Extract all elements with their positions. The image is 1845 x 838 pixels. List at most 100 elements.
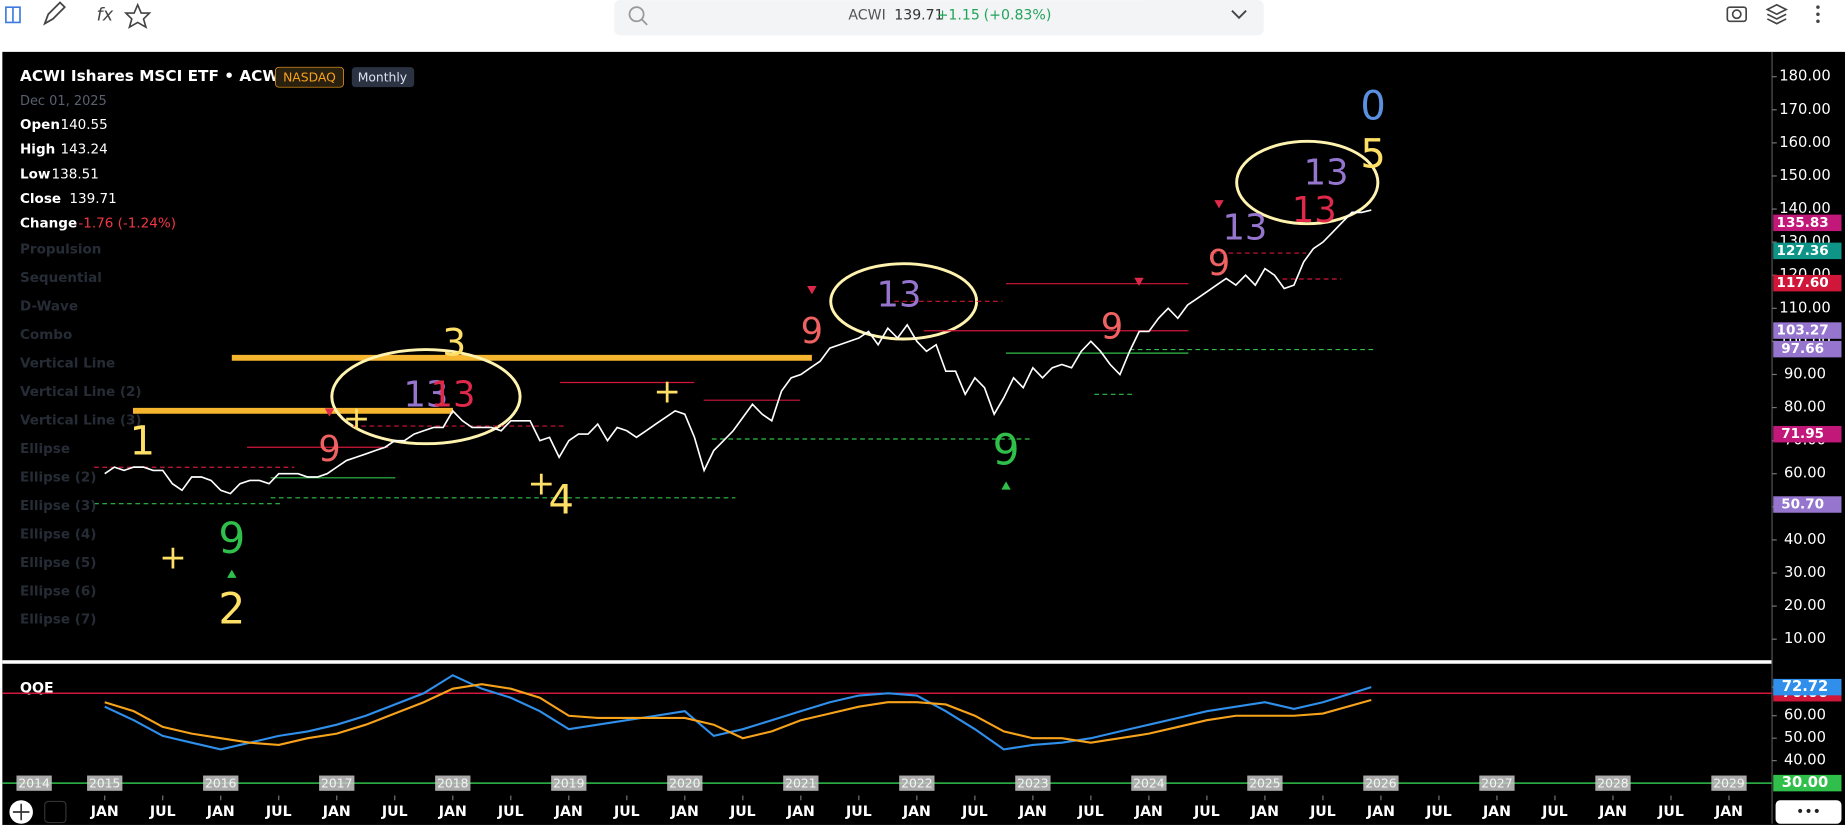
x-tick-label: JUL [1425, 804, 1452, 820]
price-tag [1773, 678, 1842, 696]
x-tick-label: JUL [1077, 804, 1104, 820]
year-tag-label: 2021 [785, 776, 816, 790]
annotation: 13 [1222, 208, 1267, 249]
setup-lines [247, 283, 1189, 448]
annotation: 1 [130, 419, 155, 465]
toggle-button[interactable] [44, 800, 67, 824]
y-tick-label: 72.72 [1782, 678, 1828, 695]
drawings [94, 139, 1380, 578]
x-tick-label: JAN [1482, 804, 1511, 820]
price-tag-label: 50.70 [1781, 497, 1824, 513]
camera-icon[interactable] [1726, 6, 1747, 23]
chart-background [2, 51, 1845, 825]
layers-icon[interactable] [1765, 3, 1789, 25]
annotation: 9 [218, 514, 245, 563]
star-icon[interactable] [123, 2, 152, 29]
x-tick-label: JAN [322, 804, 351, 820]
ohlc-value: 143.24 [60, 142, 107, 158]
buy-arrows [227, 481, 1011, 578]
x-tick-label: JUL [1657, 804, 1684, 820]
price-tag [1773, 425, 1842, 443]
year-tag-label: 2029 [1713, 776, 1744, 790]
y-tick-label: 40.00 [1784, 752, 1826, 769]
annotation: 0 [1360, 83, 1385, 129]
price-tag-label: 103.27 [1777, 323, 1829, 339]
annotation: 5 [1360, 132, 1385, 178]
annotation: 2 [218, 584, 245, 633]
pan-icon [12, 803, 30, 821]
ohlc-value: -1.76 (-1.24%) [78, 216, 176, 232]
x-tick-label: JAN [1134, 804, 1163, 820]
more-icon[interactable] [1816, 5, 1820, 24]
ohlc-label: Low [20, 166, 51, 182]
year-tag-label: 2016 [205, 776, 237, 790]
year-tag [551, 775, 587, 791]
annotation: 4 [549, 478, 574, 524]
price-tag-label: 97.66 [1781, 341, 1824, 357]
x-tick-label: JUL [265, 804, 292, 820]
price-tag-label: 117.60 [1777, 275, 1829, 291]
dropdown-icon[interactable] [1231, 10, 1247, 20]
ohlc-label: Open [20, 117, 60, 133]
year-tag [1015, 775, 1051, 791]
year-tag [899, 775, 935, 791]
x-tick-label: JAN [1250, 804, 1279, 820]
year-tag-label: 2018 [437, 776, 469, 790]
year-tag-label: 2026 [1365, 776, 1397, 790]
x-tick-label: JUL [613, 804, 640, 820]
price-tag-label: 71.95 [1781, 426, 1824, 442]
annotation: + [159, 538, 187, 577]
annotation: + [343, 399, 371, 438]
support-lines [94, 348, 1375, 505]
legend: ACWI Ishares MSCI ETF • ACWI NASDAQ Mont… [20, 66, 415, 628]
resistance-lines [94, 252, 1342, 468]
annotation: 9 [1208, 243, 1230, 284]
book-icon[interactable] [5, 6, 21, 24]
formula-icon[interactable]: fx [96, 5, 113, 25]
y-tick-label: 20.00 [1784, 597, 1826, 614]
indicator-label: Propulsion [20, 242, 101, 258]
price-tag-label: 135.83 [1777, 215, 1829, 231]
annotation: 13 [877, 275, 922, 316]
price-tag [1773, 340, 1842, 358]
ohlc-value: 138.51 [52, 166, 99, 182]
year-tag [1247, 775, 1283, 791]
chart-title: ACWI Ishares MSCI ETF • ACWI [20, 67, 285, 85]
search-box[interactable] [614, 0, 1264, 36]
x-tick-label: JUL [497, 804, 524, 820]
x-tick-label: JAN [1366, 804, 1395, 820]
indicator-label: Sequential [20, 270, 102, 286]
annotation: 9 [993, 426, 1020, 475]
indicator-label: Combo [20, 327, 72, 343]
annotation: + [527, 463, 555, 502]
pane-separator [2, 660, 1773, 664]
symbol: ACWI [848, 7, 885, 23]
indicator-label: Vertical Line (3) [20, 412, 142, 428]
exchange: NASDAQ [283, 70, 336, 84]
y-tick-label: 110.00 [1779, 299, 1830, 316]
pane-title: QQE [20, 680, 54, 696]
x-tick-label: JUL [1193, 804, 1220, 820]
year-tag-label: 2022 [901, 776, 932, 790]
settings-dots: ••• [1796, 804, 1821, 820]
annotation: + [653, 372, 681, 411]
year-tag [87, 775, 123, 791]
y-tick-label: 30.00 [1782, 774, 1828, 791]
x-tick-label: JAN [90, 804, 119, 820]
bar-date: Dec 01, 2025 [20, 94, 107, 109]
indicator-label: Vertical Line (2) [20, 384, 142, 400]
x-tick-label: JAN [1714, 804, 1743, 820]
price-tag [1773, 774, 1842, 792]
price-tag [1773, 274, 1842, 292]
y-tick-label: 40.00 [1784, 531, 1826, 548]
exchange-badge [274, 66, 344, 88]
price: 139.71 [894, 7, 943, 23]
x-tick-label: JAN [670, 804, 699, 820]
year-tag-label: 2019 [553, 776, 584, 790]
settings-button[interactable] [1775, 800, 1842, 824]
change: +1.15 [937, 7, 980, 23]
price-tag [1773, 242, 1842, 260]
y-tick-label: 10.00 [1784, 630, 1826, 647]
pencil-icon[interactable] [43, 1, 66, 26]
